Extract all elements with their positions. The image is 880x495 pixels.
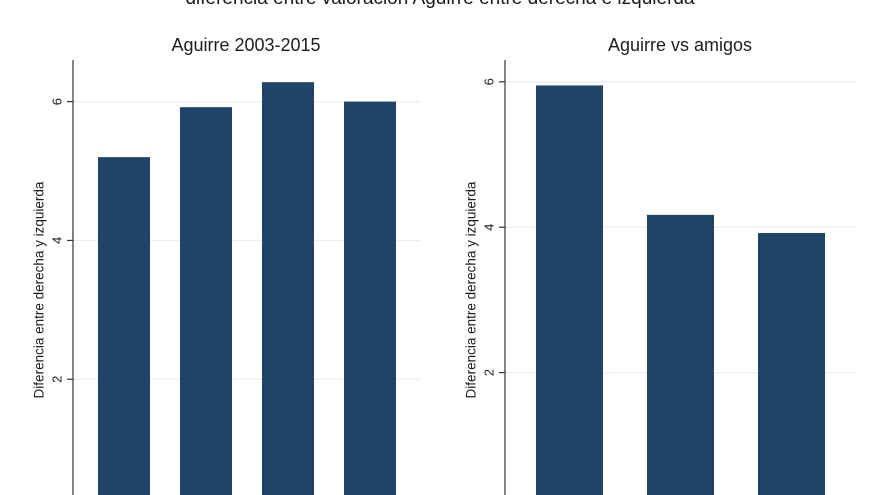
bar xyxy=(647,214,714,495)
bar xyxy=(262,82,314,495)
panel-title: Aguirre vs amigos xyxy=(608,35,752,55)
y-tick-label: 6 xyxy=(50,98,65,105)
panel-title: Aguirre 2003-2015 xyxy=(171,35,320,55)
y-tick-label: 2 xyxy=(482,369,497,376)
bar xyxy=(344,101,396,495)
bar xyxy=(758,233,825,495)
figure-title: diferencia entre valoración Aguirre entr… xyxy=(0,0,880,10)
y-axis-label: Diferencia entre derecha y izquierda xyxy=(464,181,479,398)
y-axis-label: Diferencia entre derecha y izquierda xyxy=(32,181,47,398)
y-tick-label: 4 xyxy=(482,224,497,231)
y-tick-label: 6 xyxy=(482,78,497,85)
bar xyxy=(180,107,232,495)
y-tick-label: 2 xyxy=(50,376,65,383)
y-tick-label: 4 xyxy=(50,237,65,244)
bar xyxy=(98,157,150,495)
bar xyxy=(536,85,603,495)
